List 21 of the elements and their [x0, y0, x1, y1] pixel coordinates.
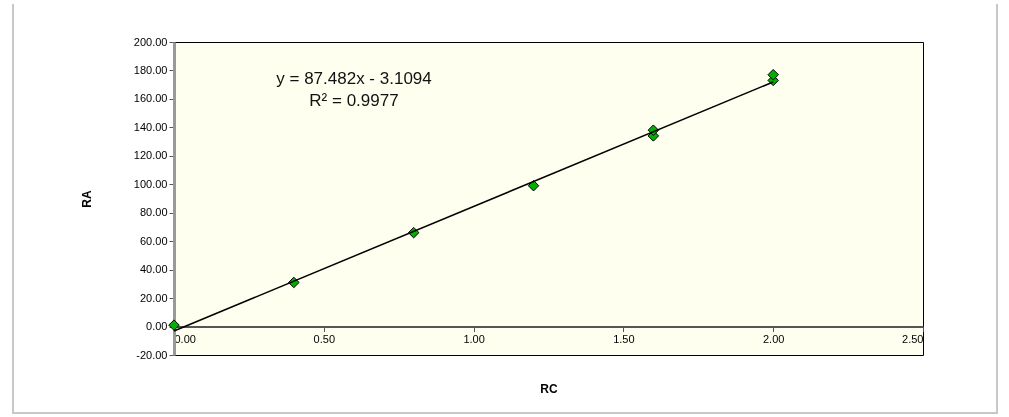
y-tick-label: 20.00 [139, 291, 168, 304]
x-axis-title: RC [540, 381, 558, 396]
y-tick-label: 140.00 [133, 120, 168, 133]
y-tick-label: 40.00 [139, 263, 168, 276]
y-tick-label: 180.00 [133, 63, 168, 76]
x-tick-label: 1.00 [463, 333, 485, 346]
annotation: R² = 0.9977 [309, 91, 399, 110]
y-tick-label: 120.00 [133, 149, 168, 162]
annotation: y = 87.482x - 3.1094 [276, 69, 432, 88]
y-tick-label: 200.00 [133, 35, 168, 48]
x-tick-label: 0.50 [313, 333, 336, 346]
y-tick-label: -20.00 [136, 348, 168, 361]
y-tick-label: 100.00 [133, 177, 168, 190]
x-tick-label: 2.50 [902, 333, 924, 346]
x-tick-label: 2.00 [762, 333, 785, 346]
y-tick-label: 160.00 [133, 92, 168, 105]
y-tick-label: 0.00 [146, 320, 168, 333]
x-tick-label: 1.50 [613, 333, 635, 346]
y-tick-label: 80.00 [139, 206, 168, 219]
y-axis-title: RA [79, 190, 94, 208]
y-tick-label: 60.00 [139, 234, 168, 247]
